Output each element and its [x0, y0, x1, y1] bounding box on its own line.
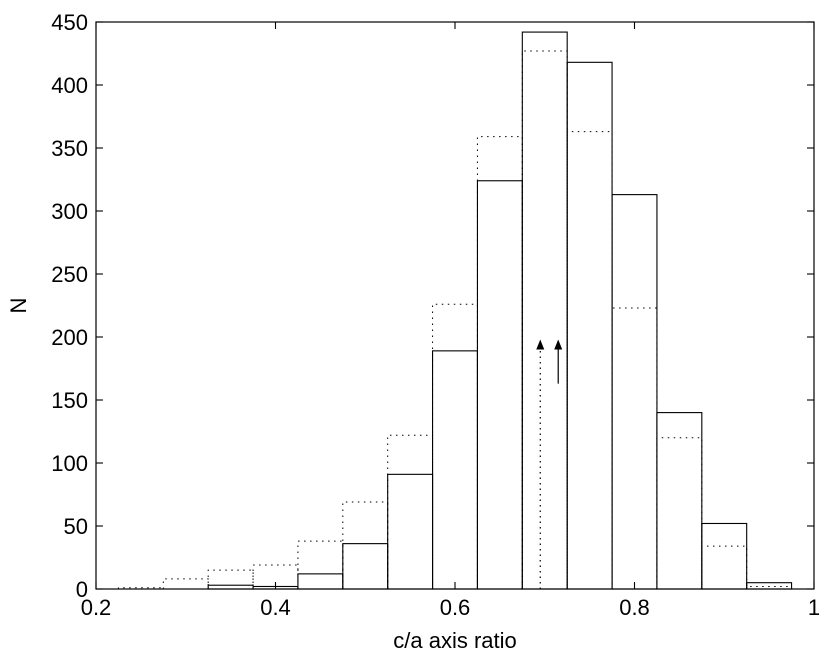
dotted-marker-arrowhead-0: [536, 339, 545, 350]
arrow-markers: [536, 339, 563, 589]
dotted-bar-12: [656, 437, 703, 589]
dotted-bar-8: [476, 136, 523, 589]
y-tick-label-1: 50: [64, 514, 88, 539]
x-tick-label-1: 0.4: [260, 595, 291, 620]
x-axis-ticks: 0.2 0.4 0.6 0.8 1: [81, 22, 820, 620]
y-tick-label-3: 150: [51, 388, 88, 413]
x-tick-label-0: 0.2: [81, 595, 112, 620]
dotted-bar-6: [387, 434, 434, 589]
dotted-bar-5: [342, 501, 389, 589]
x-tick-label-4: 1: [808, 595, 820, 620]
dotted-bar-7: [432, 303, 478, 589]
dotted-bar-2: [207, 569, 254, 589]
solid-bar-6: [387, 473, 434, 590]
dotted-bar-13: [701, 545, 748, 589]
dotted-histogram-series: [117, 50, 793, 589]
x-axis-label: c/a axis ratio: [393, 628, 517, 653]
solid-bar-7: [432, 350, 478, 590]
y-tick-label-7: 350: [51, 136, 88, 161]
y-tick-label-9: 450: [51, 10, 88, 35]
y-tick-label-6: 300: [51, 199, 88, 224]
solid-bar-11: [611, 194, 658, 590]
dotted-bar-11: [611, 307, 658, 589]
dotted-bar-4: [297, 540, 344, 589]
solid-bar-12: [656, 412, 703, 590]
solid-bar-13: [701, 522, 748, 590]
dotted-bar-10: [566, 131, 613, 589]
solid-bar-5: [342, 543, 389, 590]
dotted-bar-9: [521, 50, 568, 589]
dotted-bar-1: [162, 578, 209, 589]
solid-bar-10: [566, 61, 613, 590]
y-tick-label-2: 100: [51, 451, 88, 476]
y-tick-label-0: 0: [76, 577, 88, 602]
y-tick-label-5: 250: [51, 262, 88, 287]
plot-frame: [95, 21, 815, 590]
solid-bar-8: [476, 180, 523, 590]
x-tick-label-2: 0.6: [440, 595, 471, 620]
dotted-bar-14: [746, 585, 793, 589]
solid-bar-9: [521, 31, 568, 590]
solid-marker-arrowhead-1: [554, 339, 563, 350]
y-tick-label-8: 400: [51, 73, 88, 98]
y-axis-ticks: 0 50 100 150 200 250 300 350 400 450: [51, 10, 814, 602]
y-tick-label-4: 200: [51, 325, 88, 350]
solid-histogram-series: [207, 31, 793, 590]
x-tick-label-3: 0.8: [619, 595, 650, 620]
dotted-bar-0: [117, 587, 164, 589]
solid-bar-4: [297, 573, 344, 590]
y-axis-label: N: [6, 298, 31, 314]
solid-bar-14: [746, 582, 793, 590]
